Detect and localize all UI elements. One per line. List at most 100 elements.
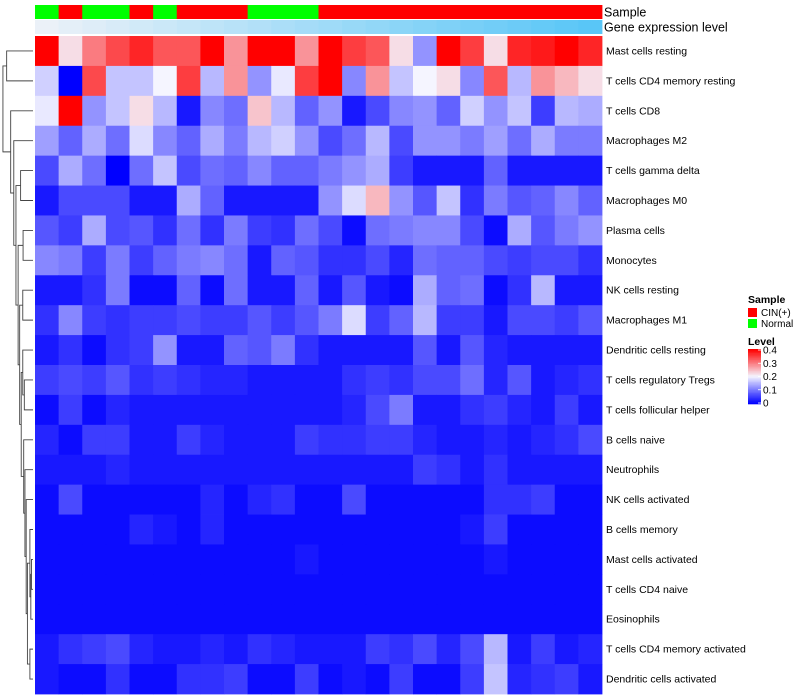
gene-expression-annotation-cell bbox=[554, 20, 579, 34]
heatmap-cell bbox=[176, 424, 201, 456]
heatmap-cell bbox=[578, 305, 603, 336]
heatmap-cell bbox=[105, 155, 130, 186]
heatmap-cell bbox=[554, 65, 579, 97]
heatmap-cell bbox=[129, 574, 154, 605]
heatmap-cell bbox=[318, 514, 343, 545]
heatmap-cell bbox=[460, 245, 485, 276]
level-legend-gradient-step bbox=[748, 366, 761, 369]
heatmap-cell bbox=[318, 664, 343, 695]
heatmap-cell bbox=[58, 454, 83, 486]
heatmap-cell bbox=[224, 664, 249, 695]
level-legend-gradient-step bbox=[748, 354, 761, 357]
sample-annotation-cell bbox=[153, 5, 178, 19]
heatmap-cell bbox=[318, 634, 343, 665]
heatmap-cell bbox=[578, 95, 603, 127]
heatmap-cell bbox=[483, 454, 508, 486]
heatmap-cell bbox=[200, 544, 225, 575]
dendrogram-branch bbox=[20, 170, 33, 201]
heatmap-cell bbox=[82, 544, 107, 575]
level-legend-gradient-step bbox=[748, 383, 761, 386]
heatmap-cell bbox=[578, 335, 603, 366]
heatmap-cell bbox=[224, 305, 249, 336]
heatmap-cell bbox=[554, 245, 579, 276]
heatmap-cell bbox=[105, 484, 130, 515]
heatmap-cell bbox=[200, 634, 225, 665]
heatmap-cell bbox=[105, 664, 130, 695]
heatmap-cell bbox=[413, 36, 438, 67]
heatmap-cell bbox=[176, 544, 201, 575]
heatmap-cell bbox=[483, 394, 508, 426]
heatmap-cell bbox=[554, 275, 579, 306]
heatmap-cell bbox=[554, 634, 579, 665]
heatmap-cell bbox=[318, 305, 343, 336]
sample-annotation-cell bbox=[389, 5, 414, 19]
sample-annotation-cell bbox=[460, 5, 485, 19]
gene-expression-annotation-cell bbox=[105, 20, 130, 34]
heatmap-cell bbox=[224, 215, 249, 246]
heatmap-cell bbox=[271, 305, 296, 336]
heatmap-cell bbox=[58, 514, 83, 545]
level-legend-gradient-step bbox=[748, 369, 761, 372]
heatmap-cell bbox=[224, 95, 249, 127]
row-label-b-cells-memory: B cells memory bbox=[606, 524, 679, 536]
heatmap-cell bbox=[342, 305, 367, 336]
heatmap-cell bbox=[507, 394, 532, 426]
heatmap-cell bbox=[153, 365, 178, 396]
heatmap-cell bbox=[271, 245, 296, 276]
heatmap-cell bbox=[247, 664, 272, 695]
heatmap-cell bbox=[365, 544, 390, 575]
heatmap-cell bbox=[389, 664, 414, 695]
level-legend-gradient-step bbox=[748, 362, 761, 365]
level-legend-gradient-step bbox=[748, 380, 761, 383]
sample-annotation-cell bbox=[318, 5, 343, 19]
level-legend-gradient-step bbox=[748, 390, 761, 392]
heatmap-cell bbox=[578, 36, 603, 67]
sample-legend-label-cin: CIN(+) bbox=[761, 308, 791, 319]
sample-annotation-cell bbox=[294, 5, 319, 19]
heatmap-cell bbox=[105, 275, 130, 306]
heatmap-cell bbox=[271, 394, 296, 426]
heatmap-cell bbox=[318, 335, 343, 366]
heatmap-cell bbox=[176, 365, 201, 396]
heatmap-cell bbox=[200, 305, 225, 336]
row-label-t-cells-cd4-naive: T cells CD4 naive bbox=[606, 584, 688, 596]
heatmap-cell bbox=[200, 275, 225, 306]
heatmap-cell bbox=[105, 245, 130, 276]
heatmap-cell bbox=[294, 245, 319, 276]
heatmap-cell bbox=[35, 155, 60, 186]
heatmap-cell bbox=[342, 155, 367, 186]
heatmap-cell bbox=[153, 514, 178, 545]
heatmap-cell bbox=[271, 544, 296, 575]
heatmap-cell bbox=[294, 185, 319, 216]
heatmap-cell bbox=[413, 634, 438, 665]
heatmap-cell bbox=[460, 36, 485, 67]
heatmap-cell bbox=[129, 394, 154, 426]
heatmap-cell bbox=[318, 604, 343, 635]
heatmap-cell bbox=[507, 454, 532, 486]
heatmap-cell bbox=[294, 664, 319, 695]
heatmap-cell bbox=[200, 664, 225, 695]
heatmap-cell bbox=[271, 215, 296, 246]
heatmap-cell bbox=[460, 215, 485, 246]
heatmap-cell bbox=[35, 484, 60, 515]
heatmap-cell bbox=[35, 634, 60, 665]
heatmap-cell bbox=[460, 125, 485, 157]
heatmap-cell bbox=[58, 275, 83, 306]
heatmap-cell bbox=[176, 95, 201, 127]
heatmap-cell bbox=[35, 125, 60, 157]
heatmap-cell bbox=[436, 574, 461, 605]
level-legend-gradient-step bbox=[748, 376, 761, 379]
heatmap-cell bbox=[389, 604, 414, 635]
heatmap-cell bbox=[460, 514, 485, 545]
heatmap-cell bbox=[342, 424, 367, 456]
heatmap-cell bbox=[129, 305, 154, 336]
heatmap-cell bbox=[436, 245, 461, 276]
heatmap-cell bbox=[200, 245, 225, 276]
heatmap-cell bbox=[483, 155, 508, 186]
heatmap-cell bbox=[247, 544, 272, 575]
heatmap-cell bbox=[389, 125, 414, 157]
heatmap-cell bbox=[507, 365, 532, 396]
heatmap-cell bbox=[436, 335, 461, 366]
heatmap-cell bbox=[389, 394, 414, 426]
